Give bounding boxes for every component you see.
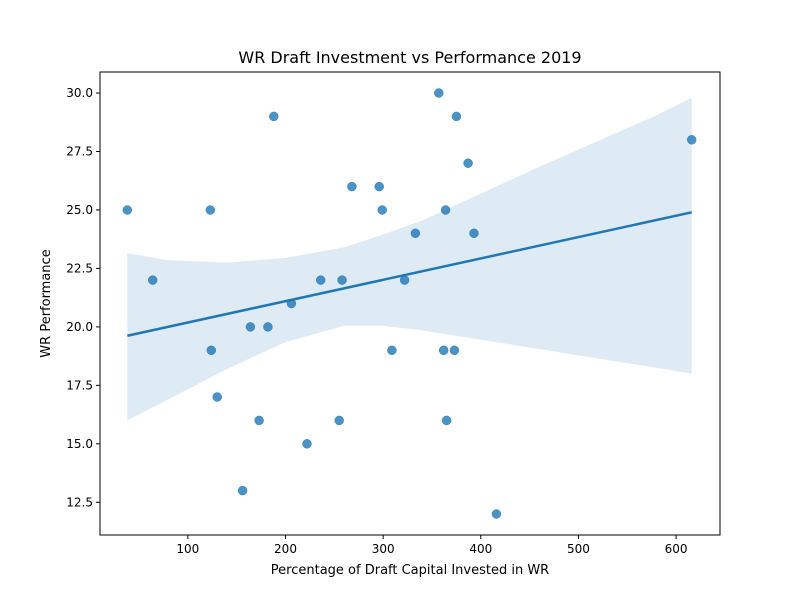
y-tick-label: 17.5 (66, 378, 93, 392)
data-point-13 (334, 415, 344, 426)
data-point-30 (686, 135, 697, 145)
data-point-9 (269, 111, 279, 122)
data-point-26 (451, 111, 462, 122)
regression-line (127, 211, 692, 337)
axes-frame (99, 71, 721, 536)
data-point-23 (440, 205, 451, 215)
chart-title: WR Draft Investment vs Performance 2019 (238, 48, 581, 67)
x-axis-label: Percentage of Draft Capital Invested in … (271, 563, 549, 578)
data-point-7 (254, 415, 264, 426)
data-point-6 (245, 322, 256, 332)
data-point-1 (147, 275, 158, 285)
data-point-27 (463, 158, 473, 168)
y-tick-label: 12.5 (66, 495, 93, 509)
y-tick-label: 25.0 (66, 203, 93, 217)
data-point-18 (387, 345, 397, 356)
data-point-29 (491, 509, 502, 519)
data-point-24 (441, 415, 452, 426)
data-point-15 (347, 181, 357, 192)
y-tick-label: 20.0 (66, 320, 93, 334)
data-point-12 (315, 275, 326, 285)
plot-area (122, 88, 697, 519)
data-point-16 (374, 181, 384, 192)
data-point-22 (438, 345, 449, 356)
data-point-5 (237, 485, 248, 496)
data-point-2 (205, 205, 216, 215)
confidence-band (127, 97, 692, 421)
data-point-3 (206, 345, 217, 356)
y-tick-label: 27.5 (66, 145, 93, 159)
y-axis: 12.5 15.0 17.5 20.0 22.5 25.0 27.5 30.0 (66, 86, 100, 509)
y-tick-label: 15.0 (66, 437, 93, 451)
x-axis: 100 200 300 400 500 600 (176, 535, 688, 556)
data-point-28 (469, 228, 479, 239)
x-tick-label: 400 (469, 542, 492, 556)
data-point-11 (302, 439, 312, 449)
x-tick-label: 100 (176, 542, 199, 556)
x-tick-label: 500 (567, 542, 590, 556)
y-tick-label: 22.5 (66, 261, 93, 275)
y-tick-label: 30.0 (66, 86, 93, 100)
x-tick-label: 600 (665, 542, 688, 556)
x-tick-label: 200 (274, 542, 297, 556)
data-point-25 (449, 345, 460, 356)
data-point-20 (410, 228, 421, 239)
x-tick-label: 300 (372, 542, 395, 556)
data-point-8 (263, 322, 273, 332)
data-point-17 (377, 205, 387, 215)
y-axis-label: WR Performance (39, 249, 54, 357)
data-point-14 (337, 275, 347, 285)
data-point-0 (122, 205, 133, 215)
data-point-21 (434, 88, 444, 98)
data-point-4 (212, 392, 222, 402)
